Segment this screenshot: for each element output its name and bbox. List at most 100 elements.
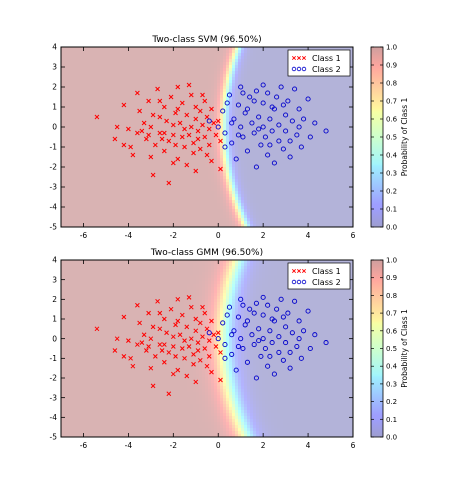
point-class-2: [244, 359, 250, 365]
point-class-1: [184, 112, 190, 118]
colorbar-tick-label: 0.6: [386, 116, 398, 124]
point-class-1: [150, 324, 156, 330]
point-class-2: [260, 336, 266, 342]
point-class-1: [182, 144, 187, 150]
point-class-1: [175, 318, 181, 324]
point-class-2: [269, 340, 275, 346]
point-class-1: [139, 340, 145, 345]
point-class-1: [193, 104, 199, 110]
point-class-1: [186, 82, 192, 88]
plot-frame: [60, 259, 354, 438]
point-class-2: [206, 118, 212, 124]
point-class-1: [206, 126, 212, 132]
point-class-1: [161, 316, 167, 322]
point-class-1: [197, 146, 203, 152]
x-tick-label: 2: [261, 231, 266, 240]
point-class-1: [168, 306, 174, 312]
point-class-2: [296, 336, 302, 342]
point-class-2: [240, 90, 246, 96]
point-class-1: [112, 348, 118, 353]
point-class-1: [164, 118, 169, 124]
point-class-1: [135, 302, 140, 308]
point-class-2: [289, 118, 295, 124]
point-class-2: [283, 324, 289, 330]
point-class-1: [173, 142, 178, 148]
point-class-2: [267, 353, 273, 359]
point-class-1: [150, 383, 156, 389]
point-class-1: [152, 142, 158, 148]
point-class-2: [238, 296, 244, 302]
point-class-2: [222, 130, 228, 136]
point-class-2: [301, 328, 307, 334]
point-class-2: [280, 146, 286, 152]
colorbar-label: Probability of Class 1: [400, 309, 409, 388]
point-class-1: [146, 132, 151, 138]
point-class-1: [146, 310, 151, 316]
point-class-1: [200, 122, 205, 128]
legend: Class 1 Class 2: [287, 49, 351, 77]
point-class-1: [168, 94, 174, 100]
point-class-2: [229, 351, 235, 357]
point-class-1: [195, 348, 201, 353]
point-class-1: [179, 100, 185, 106]
x-tick-label: 0: [216, 231, 221, 240]
colorbar: 0.0 0.1 0.2 0.3 0.4 0.5 0.6 0.7 0.8 0.9 1.0 Probabi…: [370, 44, 409, 232]
point-class-1: [211, 120, 217, 126]
point-class-1: [179, 346, 185, 351]
point-class-1: [195, 128, 201, 134]
point-class-1: [141, 332, 147, 338]
point-class-1: [148, 336, 154, 342]
point-class-2: [242, 322, 248, 328]
point-class-1: [170, 132, 176, 138]
colorbar-tick-label: 0.8: [386, 292, 397, 300]
point-class-2: [307, 134, 313, 140]
point-class-1: [204, 326, 210, 332]
point-class-2: [260, 82, 266, 88]
point-class-1: [135, 130, 140, 136]
y-tick-label: -5: [50, 433, 58, 442]
point-class-1: [130, 152, 136, 158]
point-class-2: [298, 144, 304, 150]
point-class-2: [206, 330, 212, 336]
point-class-2: [312, 332, 318, 338]
point-class-1: [206, 338, 212, 343]
point-class-1: [148, 365, 154, 371]
point-class-2: [220, 320, 226, 326]
x-tick-label: 2: [261, 441, 266, 450]
point-class-1: [146, 344, 151, 349]
point-class-1: [170, 344, 176, 349]
point-class-2: [292, 298, 298, 304]
point-class-2: [269, 128, 275, 134]
colorbar-tick-label: 0.5: [386, 345, 397, 353]
point-class-2: [238, 336, 244, 342]
point-class-2: [260, 294, 266, 300]
point-class-1: [209, 106, 214, 112]
point-class-1: [155, 298, 160, 304]
point-class-2: [226, 92, 233, 98]
point-class-1: [173, 322, 178, 328]
point-class-2: [271, 160, 277, 166]
point-class-1: [170, 160, 176, 166]
point-class-1: [150, 172, 156, 178]
x-tick-label: -6: [80, 441, 88, 450]
point-class-1: [164, 330, 169, 336]
point-class-1: [157, 310, 163, 316]
point-class-2: [231, 116, 237, 122]
point-class-2: [283, 128, 289, 134]
point-class-2: [242, 110, 248, 116]
colorbar-tick-label: 0.3: [386, 170, 397, 178]
y-tick-label: -3: [50, 393, 58, 402]
point-class-1: [177, 120, 183, 126]
chart-panel-1: -6 -4 -2 0 2 4 6 -5 -4 -3 -2 -1 0 1 2 3 4 Two-class SVM (…: [50, 35, 409, 240]
legend-label: Class 1: [312, 267, 341, 276]
point-class-2: [280, 314, 286, 320]
point-class-2: [233, 156, 239, 162]
point-class-1: [191, 140, 196, 146]
point-class-2: [258, 142, 264, 148]
point-class-2: [247, 306, 253, 312]
point-class-1: [141, 120, 147, 126]
point-class-2: [287, 349, 293, 355]
point-class-2: [292, 86, 298, 92]
point-class-1: [215, 118, 221, 124]
point-class-1: [184, 162, 190, 168]
